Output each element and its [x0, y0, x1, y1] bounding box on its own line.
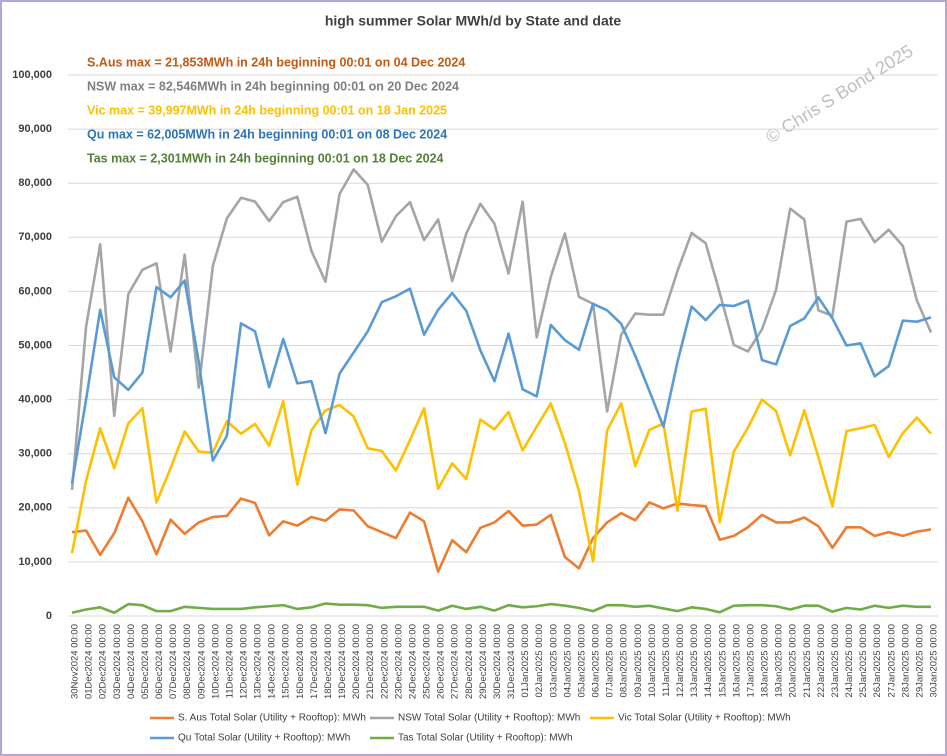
annotation: Qu max = 62,005MWh in 24h beginning 00:0… — [87, 127, 447, 141]
x-tick-label: 26Dec2024 00:00 — [436, 624, 447, 699]
x-tick-label: 18Dec2024 00:00 — [323, 624, 334, 699]
x-tick-label: 25Dec2024 00:00 — [422, 624, 433, 699]
x-tick-label: 03Dec2024 00:00 — [112, 624, 123, 699]
x-tick-label: 22Jan2025 00:00 — [816, 624, 827, 697]
x-tick-label: 18Jan2025 00:00 — [760, 624, 771, 697]
x-tick-label: 16Jan2025 00:00 — [731, 624, 742, 697]
legend-label: Tas Total Solar (Utility + Rooftop): MWh — [398, 733, 573, 744]
annotation: S.Aus max = 21,853MWh in 24h beginning 0… — [87, 55, 465, 69]
y-tick-label: 70,000 — [18, 231, 52, 243]
legend-label: S. Aus Total Solar (Utility + Rooftop): … — [178, 713, 366, 724]
y-tick-label: 80,000 — [18, 177, 52, 189]
x-tick-label: 06Jan2025 00:00 — [591, 624, 602, 697]
y-tick-label: 60,000 — [18, 285, 52, 297]
series-line — [70, 279, 932, 484]
x-tick-label: 29Jan2025 00:00 — [914, 624, 925, 697]
x-tick-label: 17Jan2025 00:00 — [745, 624, 756, 697]
x-tick-label: 29Dec2024 00:00 — [478, 624, 489, 699]
x-tick-label: 19Dec2024 00:00 — [337, 624, 348, 699]
x-tick-label: 19Jan2025 00:00 — [774, 624, 785, 697]
x-tick-label: 21Jan2025 00:00 — [802, 624, 813, 697]
x-tick-label: 14Dec2024 00:00 — [267, 624, 278, 699]
x-tick-label: 11Dec2024 00:00 — [224, 624, 235, 698]
x-tick-label: 10Dec2024 00:00 — [210, 624, 221, 699]
x-tick-label: 02Dec2024 00:00 — [98, 624, 109, 699]
x-tick-label: 17Dec2024 00:00 — [309, 624, 320, 699]
x-tick-label: 30Nov2024 00:00 — [70, 624, 81, 699]
legend-label: NSW Total Solar (Utility + Rooftop): MWh — [398, 713, 580, 724]
annotation: Tas max = 2,301MWh in 24h beginning 00:0… — [87, 151, 444, 165]
x-tick-label: 13Jan2025 00:00 — [689, 624, 700, 697]
x-tick-label: 25Jan2025 00:00 — [858, 624, 869, 697]
series-line — [71, 602, 931, 615]
x-tick-label: 11Jan2025 00:00 — [661, 624, 672, 697]
x-tick-label: 07Jan2025 00:00 — [605, 624, 616, 697]
y-tick-label: 90,000 — [18, 123, 52, 135]
x-tick-label: 10Jan2025 00:00 — [647, 624, 658, 697]
x-tick-label: 12Dec2024 00:00 — [238, 624, 249, 699]
y-tick-label: 20,000 — [18, 502, 52, 514]
x-tick-label: 27Dec2024 00:00 — [450, 624, 461, 699]
x-tick-label: 08Dec2024 00:00 — [182, 624, 193, 699]
x-tick-label: 15Dec2024 00:00 — [281, 624, 292, 699]
y-tick-label: 10,000 — [18, 556, 52, 568]
x-tick-label: 02Jan2025 00:00 — [534, 624, 545, 697]
x-tick-label: 13Dec2024 00:00 — [253, 624, 264, 699]
x-tick-label: 26Jan2025 00:00 — [872, 624, 883, 697]
x-tick-label: 28Dec2024 00:00 — [464, 624, 475, 699]
series-line — [70, 168, 933, 491]
series-line — [70, 398, 932, 563]
x-tick-label: 07Dec2024 00:00 — [168, 624, 179, 699]
x-tick-label: 20Jan2025 00:00 — [788, 624, 799, 697]
x-tick-label: 31Dec2024 00:00 — [506, 624, 517, 699]
x-tick-label: 01Dec2024 00:00 — [84, 624, 95, 699]
legend-label: Qu Total Solar (Utility + Rooftop): MWh — [178, 733, 350, 744]
x-tick-label: 20Dec2024 00:00 — [351, 624, 362, 699]
x-tick-label: 24Dec2024 00:00 — [407, 624, 418, 699]
x-tick-label: 05Dec2024 00:00 — [140, 624, 151, 699]
x-tick-label: 23Jan2025 00:00 — [830, 624, 841, 697]
x-tick-label: 14Jan2025 00:00 — [703, 624, 714, 697]
x-tick-label: 06Dec2024 00:00 — [154, 624, 165, 699]
y-tick-label: 50,000 — [18, 339, 52, 351]
x-tick-label: 30Jan2025 00:00 — [929, 624, 940, 697]
x-tick-label: 04Dec2024 00:00 — [126, 624, 137, 699]
x-tick-label: 30Dec2024 00:00 — [492, 624, 503, 699]
x-tick-label: 28Jan2025 00:00 — [900, 624, 911, 697]
y-tick-label: 30,000 — [18, 448, 52, 460]
annotation: NSW max = 82,546MWh in 24h beginning 00:… — [87, 79, 459, 93]
x-tick-label: 01Jan2025 00:00 — [520, 624, 531, 697]
x-tick-label: 09Jan2025 00:00 — [633, 624, 644, 697]
x-tick-label: 24Jan2025 00:00 — [844, 624, 855, 697]
x-tick-label: 15Jan2025 00:00 — [717, 624, 728, 697]
x-tick-label: 22Dec2024 00:00 — [379, 624, 390, 699]
x-tick-label: 27Jan2025 00:00 — [886, 624, 897, 697]
x-tick-label: 04Jan2025 00:00 — [562, 624, 573, 697]
y-tick-label: 40,000 — [18, 394, 52, 406]
x-tick-label: 05Jan2025 00:00 — [576, 624, 587, 697]
x-tick-label: 12Jan2025 00:00 — [675, 624, 686, 697]
x-tick-label: 08Jan2025 00:00 — [619, 624, 630, 697]
x-tick-label: 09Dec2024 00:00 — [196, 624, 207, 699]
legend-label: Vic Total Solar (Utility + Rooftop): MWh — [618, 713, 791, 724]
x-tick-label: 23Dec2024 00:00 — [393, 624, 404, 699]
y-tick-label: 100,000 — [12, 69, 52, 81]
annotation: Vic max = 39,997MWh in 24h beginning 00:… — [87, 103, 447, 117]
y-tick-label: 0 — [46, 610, 52, 622]
x-tick-label: 16Dec2024 00:00 — [295, 624, 306, 699]
series-line — [71, 496, 932, 573]
x-tick-label: 03Jan2025 00:00 — [548, 624, 559, 697]
chart-title: high summer Solar MWh/d by State and dat… — [325, 13, 622, 29]
x-tick-label: 21Dec2024 00:00 — [365, 624, 376, 699]
